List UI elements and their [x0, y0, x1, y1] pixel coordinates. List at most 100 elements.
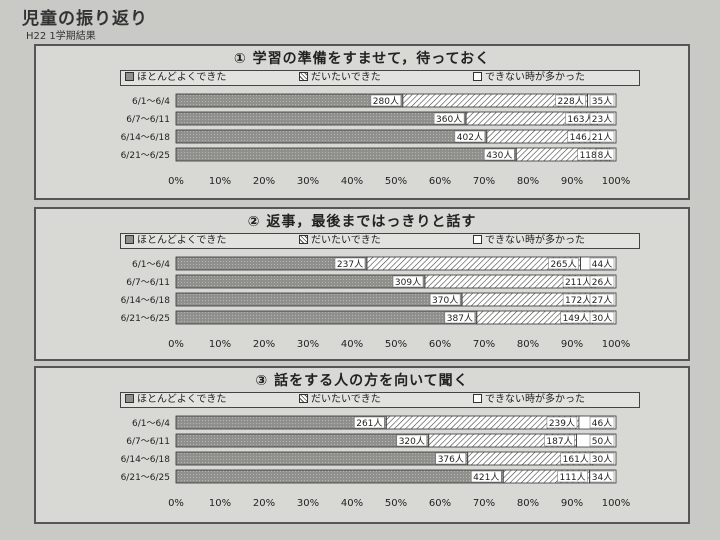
data-label-box: [471, 470, 502, 483]
row-label: 6/7～6/11: [126, 278, 170, 288]
x-tick-label: 20%: [253, 498, 275, 509]
x-tick-label: 10%: [209, 339, 231, 350]
chart-panel-1: ① 学習の準備をすませて，待っておく ほとんどよくできた だいたいできた できな…: [34, 44, 690, 200]
legend-item-negative: できない時が多かった: [473, 234, 585, 248]
legend-label: ほとんどよくできた: [137, 394, 227, 405]
data-label-box: [392, 275, 424, 288]
data-label: 228人: [558, 96, 584, 107]
x-tick-label: 20%: [253, 339, 275, 350]
x-tick-label: 100%: [602, 339, 631, 350]
x-tick-label: 80%: [517, 339, 539, 350]
page-title: 児童の振り返り: [22, 9, 148, 29]
legend-label: だいたいできた: [311, 72, 381, 83]
x-tick-label: 50%: [385, 176, 407, 187]
row-label: 6/21～6/25: [121, 473, 170, 483]
data-label-box: [354, 416, 385, 429]
legend-item-positive: ほとんどよくできた: [125, 234, 226, 248]
legend-label: ほとんどよくできた: [137, 72, 227, 83]
data-label-box: [589, 112, 615, 125]
chart-legend: ほとんどよくできた だいたいできた できない時が多かった: [120, 70, 640, 86]
data-label-box: [454, 130, 486, 143]
data-label: 211人: [565, 277, 591, 288]
data-label-box: [555, 94, 586, 107]
data-label-box: [396, 434, 428, 447]
x-tick-label: 0%: [168, 498, 184, 509]
x-tick-label: 20%: [253, 176, 275, 187]
x-tick-label: 90%: [561, 176, 583, 187]
row-label: 6/1～6/4: [132, 260, 170, 270]
x-tick-label: 90%: [561, 498, 583, 509]
data-label-box: [589, 470, 615, 483]
row-label: 6/7～6/11: [126, 437, 170, 447]
data-label: 118人: [580, 150, 606, 161]
row-label: 6/14～6/18: [121, 455, 171, 465]
data-label-box: [589, 434, 615, 447]
x-tick-label: 40%: [341, 176, 363, 187]
legend-swatch-dotted: [125, 71, 134, 81]
legend-swatch-hatched: [299, 393, 308, 403]
data-label-box: [589, 257, 615, 270]
row-label: 6/21～6/25: [121, 151, 170, 161]
legend-swatch-hatched: [299, 71, 308, 81]
data-label-box: [370, 94, 402, 107]
data-label: 237人: [337, 259, 363, 270]
row-label: 6/1～6/4: [132, 419, 170, 429]
legend-label: だいたいできた: [311, 235, 381, 246]
data-label-box: [589, 94, 615, 107]
data-label: 360人: [436, 114, 462, 125]
data-label-box: [433, 112, 465, 125]
data-label: 265人: [550, 259, 576, 270]
data-label: 172人: [565, 295, 591, 306]
data-label: 50人: [592, 436, 612, 447]
data-label: 421人: [473, 472, 499, 483]
x-tick-label: 0%: [168, 176, 184, 187]
data-label: 387人: [447, 313, 473, 324]
data-label: 280人: [373, 96, 399, 107]
data-label-box: [484, 148, 515, 161]
data-label: 35人: [592, 96, 612, 107]
data-label-box: [546, 416, 578, 429]
chart-title: ③ 話をする人の方を向いて聞く: [255, 373, 469, 389]
x-tick-label: 50%: [385, 498, 407, 509]
legend-label: だいたいできた: [311, 394, 381, 405]
x-tick-label: 50%: [385, 339, 407, 350]
legend-swatch-white: [473, 393, 482, 403]
row-label: 6/14～6/18: [121, 296, 171, 306]
bar-positive: [175, 292, 463, 307]
legend-label: できない時が多かった: [485, 72, 585, 83]
legend-item-middle: だいたいできた: [299, 393, 381, 407]
x-tick-label: 0%: [168, 339, 184, 350]
data-label: 430人: [486, 150, 512, 161]
data-label: 23人: [592, 114, 612, 125]
data-label: 163人: [567, 114, 593, 125]
bar-positive: [175, 310, 478, 325]
legend-item-negative: できない時が多かった: [473, 71, 585, 85]
legend-item-negative: できない時が多かった: [473, 393, 585, 407]
data-label-box: [589, 311, 615, 324]
x-tick-label: 60%: [429, 498, 451, 509]
page-subtitle: H22 1学期結果: [26, 31, 96, 42]
legend-label: できない時が多かった: [485, 235, 585, 246]
chart-plot: 6/1～6/4 237人 265人 44人 6/7～6/11 309人 211人 26人 6/1…: [121, 256, 631, 350]
legend-swatch-hatched: [299, 234, 308, 244]
bar-positive: [175, 469, 504, 484]
data-label: 309人: [395, 277, 421, 288]
x-tick-label: 30%: [297, 498, 319, 509]
x-tick-label: 70%: [473, 176, 495, 187]
legend-label: ほとんどよくできた: [137, 235, 227, 246]
data-label: 146人: [570, 132, 596, 143]
chart-title: ① 学習の準備をすませて，待っておく: [233, 51, 491, 67]
x-tick-label: 30%: [297, 339, 319, 350]
x-tick-label: 100%: [602, 498, 631, 509]
x-tick-label: 30%: [297, 176, 319, 187]
data-label: 187人: [546, 436, 572, 447]
chart-plot: 6/1～6/4 261人 239人 46人 6/7～6/11 320人 187人 50人 6/1…: [121, 415, 631, 509]
legend-label: できない時が多かった: [485, 394, 585, 405]
chart-panel-3: ③ 話をする人の方を向いて聞く ほとんどよくできた だいたいできた できない時が…: [34, 366, 690, 524]
legend-item-middle: だいたいできた: [299, 234, 381, 248]
data-label: 376人: [438, 454, 464, 465]
chart-title: ② 返事，最後まではっきりと話す: [247, 214, 477, 230]
data-label-box: [589, 416, 615, 429]
data-label-box: [435, 452, 467, 465]
